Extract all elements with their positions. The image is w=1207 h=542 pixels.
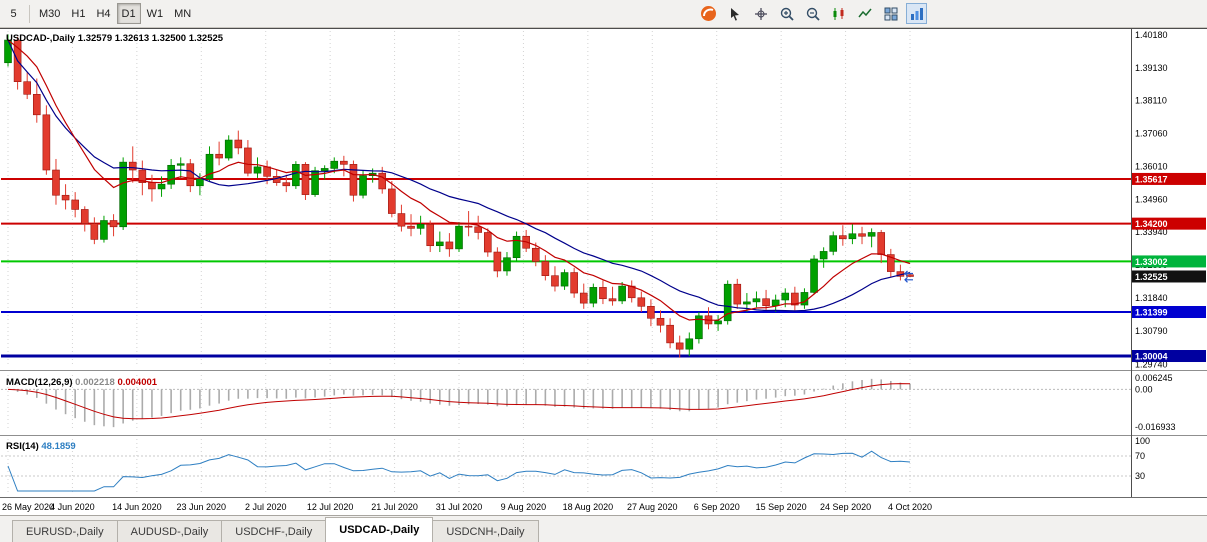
svg-text:1.31399: 1.31399 — [1135, 308, 1168, 318]
svg-text:2 Jul 2020: 2 Jul 2020 — [245, 502, 287, 512]
tab-usdchf-daily[interactable]: USDCHF-,Daily — [221, 520, 327, 542]
timeframe-h4[interactable]: H4 — [96, 7, 111, 20]
tab-eurusd-daily[interactable]: EURUSD-,Daily — [12, 520, 118, 542]
svg-text:26 May 2020: 26 May 2020 — [2, 502, 54, 512]
svg-text:21 Jul 2020: 21 Jul 2020 — [371, 502, 418, 512]
rsi-value: 48.1859 — [41, 441, 76, 452]
zoom-in-icon[interactable] — [776, 3, 797, 24]
svg-text:0.00: 0.00 — [1135, 384, 1153, 394]
macd-value-main: 0.002218 — [75, 377, 115, 388]
svg-text:1.34200: 1.34200 — [1135, 219, 1168, 229]
rsi-label: RSI(14) 48.1859 — [6, 441, 76, 452]
ma-fast-line — [7, 39, 911, 321]
price-tag — [1132, 270, 1206, 283]
svg-text:1.38110: 1.38110 — [1135, 95, 1167, 105]
chart-canvas[interactable]: 1.40180 1.39130 1.38110 1.37060 1.36010 1.349… — [0, 29, 1207, 516]
trade-arrow-markers — [904, 270, 913, 283]
svg-text:18 Aug 2020: 18 Aug 2020 — [563, 502, 614, 512]
ma-slow-line — [7, 39, 911, 312]
svg-text:100: 100 — [1135, 436, 1150, 446]
svg-text:1.40180: 1.40180 — [1135, 30, 1168, 40]
svg-text:1.31840: 1.31840 — [1135, 293, 1168, 303]
svg-text:1.34960: 1.34960 — [1135, 195, 1168, 205]
toolbar-separator — [29, 4, 30, 23]
crosshair-icon[interactable] — [750, 3, 771, 24]
svg-text:70: 70 — [1135, 451, 1145, 461]
horizontal-lines[interactable] — [1, 177, 1131, 358]
candles — [4, 34, 914, 358]
tab-usdcad-daily[interactable]: USDCAD-,Daily — [325, 517, 434, 542]
svg-text:4 Jun 2020: 4 Jun 2020 — [50, 502, 95, 512]
price-tag — [1132, 172, 1206, 185]
svg-text:1.37060: 1.37060 — [1135, 128, 1168, 138]
zoom-out-icon[interactable] — [802, 3, 823, 24]
svg-text:9 Aug 2020: 9 Aug 2020 — [501, 502, 547, 512]
svg-text:30: 30 — [1135, 471, 1145, 481]
timeframe-toolbar: 5 M30 H1 H4 D1 W1 MN — [2, 3, 196, 24]
svg-text:1.29740: 1.29740 — [1135, 359, 1168, 369]
timeframe-m30[interactable]: M30 — [39, 7, 61, 20]
timeframe-5[interactable]: 5 — [10, 7, 17, 20]
svg-text:31 Jul 2020: 31 Jul 2020 — [436, 502, 483, 512]
tab-audusd-daily[interactable]: AUDUSD-,Daily — [116, 520, 223, 542]
logo-icon[interactable] — [698, 3, 719, 24]
timeframe-d1[interactable]: D1 — [116, 3, 141, 24]
timeframe-w1[interactable]: W1 — [146, 7, 164, 20]
svg-text:1.39130: 1.39130 — [1135, 63, 1168, 73]
svg-text:1.35617: 1.35617 — [1135, 174, 1168, 184]
svg-text:1.30004: 1.30004 — [1135, 352, 1168, 362]
grid — [7, 31, 911, 493]
svg-text:-0.016933: -0.016933 — [1135, 422, 1176, 432]
macd-label: MACD(12,26,9) 0.002218 0.004001 — [6, 377, 157, 388]
chart-window: 1.40180 1.39130 1.38110 1.37060 1.36010 1.349… — [0, 28, 1207, 515]
svg-text:24 Sep 2020: 24 Sep 2020 — [820, 502, 871, 512]
line-chart-icon[interactable] — [854, 3, 875, 24]
macd-value-signal: 0.004001 — [117, 377, 158, 388]
svg-text:1.33002: 1.33002 — [1135, 257, 1168, 267]
svg-text:27 Aug 2020: 27 Aug 2020 — [627, 502, 678, 512]
chart-title: USDCAD-,Daily 1.32579 1.32613 1.32500 1.… — [6, 33, 224, 44]
toolbar: 5 M30 H1 H4 D1 W1 MN — [0, 0, 1207, 28]
svg-text:12 Jul 2020: 12 Jul 2020 — [307, 502, 354, 512]
cursor-icon[interactable] — [724, 3, 745, 24]
rsi-name: RSI(14) — [6, 441, 39, 452]
svg-text:23 Jun 2020: 23 Jun 2020 — [177, 502, 227, 512]
timeframe-mn[interactable]: MN — [174, 7, 192, 20]
svg-text:1.30790: 1.30790 — [1135, 326, 1168, 336]
svg-text:1.32525: 1.32525 — [1135, 272, 1168, 282]
indicators-icon[interactable] — [906, 3, 927, 24]
price-tag — [1132, 350, 1206, 363]
tile-windows-icon[interactable] — [880, 3, 901, 24]
price-tag — [1132, 255, 1206, 268]
price-tag — [1132, 306, 1206, 319]
price-tag — [1132, 217, 1206, 230]
candles-chart-icon[interactable] — [828, 3, 849, 24]
price-tags: 1.35617 1.34200 1.33002 1.32525 1.31399 1.300… — [1132, 172, 1206, 363]
svg-text:4 Oct 2020: 4 Oct 2020 — [888, 502, 932, 512]
timeframe-h1[interactable]: H1 — [71, 7, 86, 20]
svg-text:1.36010: 1.36010 — [1135, 162, 1168, 172]
chart-tabs: EURUSD-,Daily AUDUSD-,Daily USDCHF-,Daily U… — [0, 515, 1207, 542]
rsi-line — [7, 450, 911, 492]
svg-text:6 Sep 2020: 6 Sep 2020 — [694, 502, 740, 512]
svg-text:15 Sep 2020: 15 Sep 2020 — [756, 502, 807, 512]
svg-text:1.33940: 1.33940 — [1135, 227, 1168, 237]
svg-text:14 Jun 2020: 14 Jun 2020 — [112, 502, 162, 512]
price-axis: 1.40180 1.39130 1.38110 1.37060 1.36010 1.349… — [1135, 30, 1168, 369]
macd-signal-line — [7, 383, 911, 420]
toolbar-icons — [698, 3, 927, 24]
svg-text:0.006245: 0.006245 — [1135, 373, 1173, 383]
macd-name: MACD(12,26,9) — [6, 377, 73, 388]
tab-usdcnh-daily[interactable]: USDCNH-,Daily — [432, 520, 539, 542]
rsi-axis: 100 70 30 — [1135, 436, 1150, 481]
